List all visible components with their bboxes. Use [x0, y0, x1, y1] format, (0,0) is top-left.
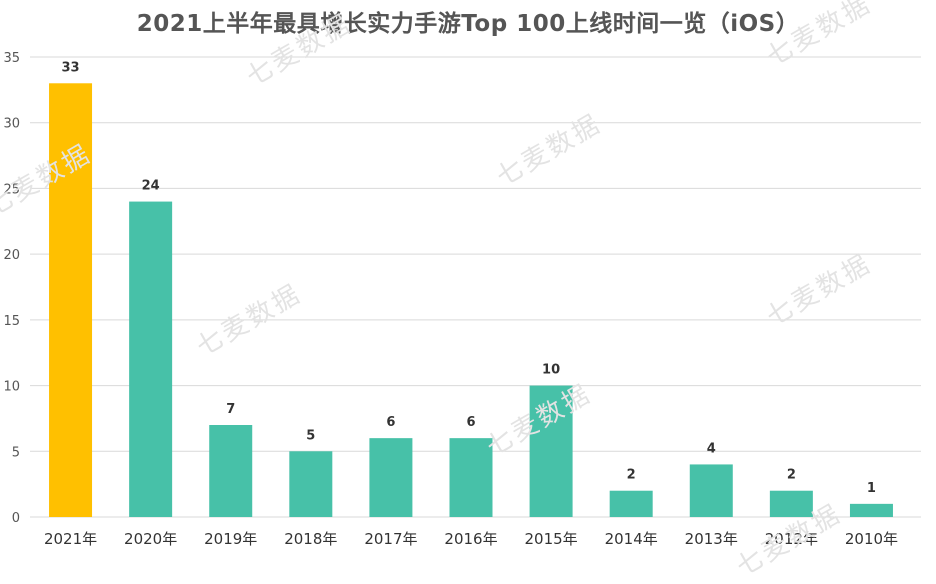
x-category-label: 2013年: [685, 530, 738, 548]
data-label: 4: [707, 441, 716, 456]
bar: [609, 490, 653, 517]
data-label: 24: [142, 179, 160, 194]
data-label: 7: [226, 402, 235, 417]
bar: [449, 438, 493, 517]
bar: [849, 503, 893, 517]
x-axis-categories: 2021年 2020年 2019年 2018年 2017年 2016年 2015年 2014年…: [44, 530, 898, 548]
data-label: 2: [627, 468, 636, 483]
data-label: 2: [787, 468, 796, 483]
data-label: 5: [306, 428, 315, 443]
bar: [129, 201, 173, 518]
y-tick-label: 25: [3, 182, 20, 197]
y-tick-label: 30: [3, 117, 20, 132]
x-category-label: 2020年: [124, 530, 177, 548]
x-category-label: 2010年: [845, 530, 898, 548]
bar: [289, 451, 333, 517]
data-label: 6: [386, 415, 395, 430]
x-category-label: 2018年: [284, 530, 337, 548]
chart-title: 2021上半年最具增长实力手游Top 100上线时间一览（iOS）: [136, 11, 800, 37]
bar: [209, 425, 253, 517]
bars: [49, 83, 893, 518]
x-category-label: 2015年: [524, 530, 577, 548]
x-category-label: 2014年: [605, 530, 658, 548]
x-category-label: 2021年: [44, 530, 97, 548]
y-tick-label: 5: [12, 445, 20, 460]
bar: [49, 83, 93, 518]
y-axis-ticks: 0 5 10 15 20 25 30 35: [3, 51, 20, 526]
y-tick-label: 10: [3, 380, 20, 395]
x-category-label: 2012年: [765, 530, 818, 548]
bar: [769, 490, 813, 517]
x-category-label: 2016年: [444, 530, 497, 548]
y-tick-label: 15: [3, 314, 20, 329]
y-tick-label: 0: [12, 511, 20, 526]
x-category-label: 2017年: [364, 530, 417, 548]
y-tick-label: 35: [3, 51, 20, 66]
data-label: 33: [61, 60, 79, 75]
bar: [369, 438, 413, 517]
data-label: 6: [466, 415, 475, 430]
x-category-label: 2019年: [204, 530, 257, 548]
data-label: 1: [867, 481, 876, 496]
bar: [529, 385, 573, 517]
data-label: 10: [542, 363, 560, 378]
y-tick-label: 20: [3, 248, 20, 263]
bar: [689, 464, 733, 517]
